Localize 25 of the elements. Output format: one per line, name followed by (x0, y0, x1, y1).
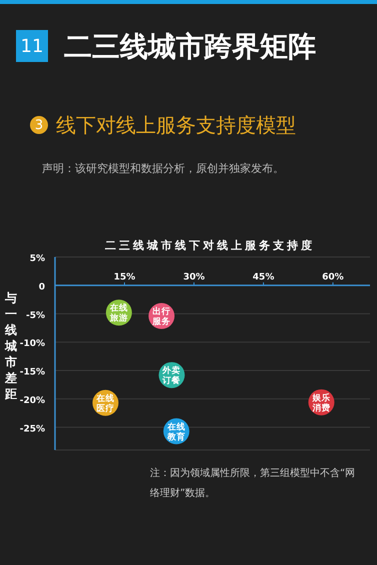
chart-subtitle: 线下对线上服务支持度模型 (56, 112, 296, 139)
series-label: 出行服务 (152, 306, 171, 328)
y-tick-label: -20% (20, 396, 45, 406)
y-tick-label: 0 (38, 282, 45, 292)
chart-title: 二三线城市跨界矩阵 (64, 29, 316, 65)
x-tick-label: 60% (322, 272, 344, 282)
y-tick-label: -5% (26, 310, 45, 321)
text: 声明：该研究模型和数据分析，原创并独家发布。 (42, 161, 285, 177)
series-label: 娱乐消费 (311, 392, 330, 414)
y-axis-title: 与一线城市差距 (4, 290, 18, 402)
x-axis-title: 二三线城市线下对线上服务支持度 (105, 238, 315, 253)
x-tick-label: 45% (252, 272, 274, 282)
y-tick-label: -10% (20, 339, 45, 350)
y-tick-label: -25% (20, 424, 45, 434)
text: 注：因为领域属性所限，第三组模型中不含“网络理财”数据。 (150, 466, 356, 501)
x-tick-label: 15% (114, 272, 136, 282)
series-label: 在线教育 (166, 421, 186, 442)
x-tick-label: 30% (183, 272, 205, 282)
y-tick-label: -15% (20, 368, 45, 378)
text: 3 (30, 116, 48, 134)
series-label: 在线医疗 (95, 392, 114, 414)
series-label: 外卖订餐 (162, 365, 181, 386)
text: 11 (16, 30, 48, 62)
series-label: 在线旅游 (108, 302, 128, 324)
y-tick-label: 5% (30, 254, 45, 264)
